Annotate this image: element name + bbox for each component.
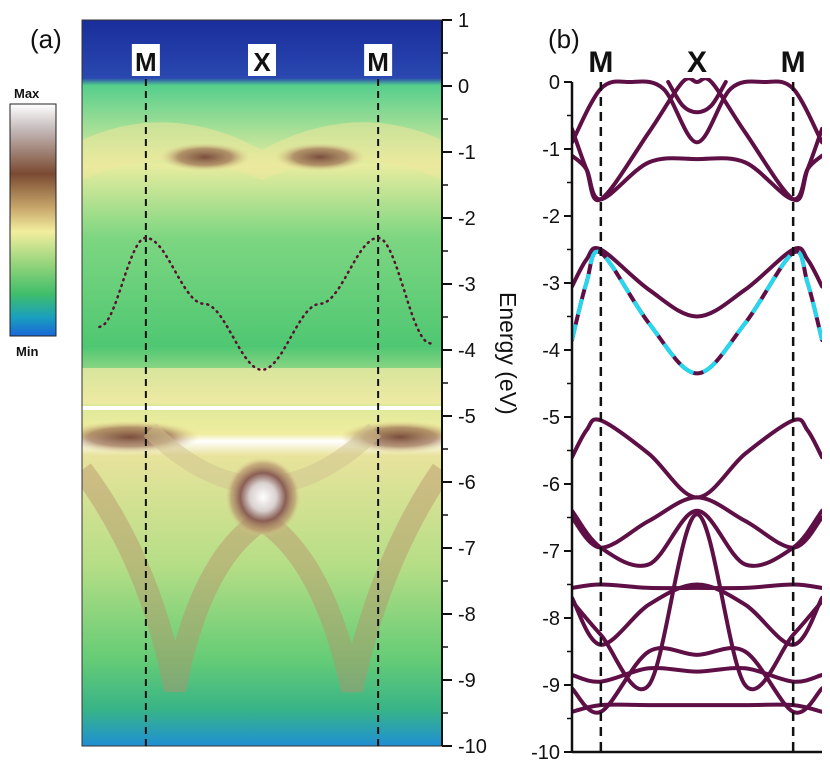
heatmap-feature-bright-spot bbox=[225, 457, 301, 537]
panel-b-ytick-label-4: -4 bbox=[542, 340, 560, 362]
colorbar-gradient bbox=[9, 103, 57, 337]
panel-a-ytick-label-0: 1 bbox=[458, 10, 469, 32]
panel-b-band-band-10 bbox=[572, 582, 822, 647]
panel-b-band-band-mid-lower bbox=[572, 249, 822, 376]
panel-a-ytick-label-7: -6 bbox=[458, 472, 476, 494]
panel-b-vertical-lines bbox=[599, 82, 795, 752]
colorbar: Max Min bbox=[9, 86, 57, 359]
panel-a-ytick-label-11: -10 bbox=[458, 736, 487, 758]
panel-b-ytick-label-5: -5 bbox=[542, 407, 560, 429]
panel-a-label: (a) bbox=[30, 24, 62, 54]
panel-b-band-band-top-c bbox=[572, 153, 822, 202]
panel-b-label: (b) bbox=[548, 24, 580, 54]
panel-a-ytick-label-3: -2 bbox=[458, 208, 476, 230]
panel-b-band-band-13 bbox=[572, 702, 822, 714]
panel-b-ytick-label-8: -8 bbox=[542, 608, 560, 630]
colorbar-max-label: Max bbox=[14, 86, 40, 101]
panel-b-ytick-label-1: -1 bbox=[542, 139, 560, 161]
panel-a-xtick-box-1 bbox=[248, 44, 276, 76]
panel-a-y-ticks: 1 0 -1 -2 -3 -4 -5 -6 -7 -8 -9 -10 bbox=[442, 10, 487, 758]
panel-a-xtick-box-2 bbox=[364, 44, 393, 76]
panel-a-ytick-label-6: -5 bbox=[458, 406, 476, 428]
panel-b-xtick-label-1: X bbox=[687, 46, 707, 79]
panel-a-xtick-label-2: M bbox=[367, 47, 389, 77]
heatmap-feature-yellow-band bbox=[82, 368, 442, 404]
panel-b-ytick-label-7: -7 bbox=[542, 541, 560, 563]
panel-b-band-band-mid-upper bbox=[572, 246, 822, 319]
panel-b-band-band-top-d bbox=[572, 79, 822, 145]
panel-a-dotted-band bbox=[98, 236, 432, 372]
panel-b-band-highlight-band-mid-lower bbox=[572, 249, 822, 376]
panel-a-xtick-label-0: M bbox=[135, 47, 157, 77]
panel-a-xtick-box-0 bbox=[131, 44, 160, 76]
heatmap-feature-brown-left bbox=[160, 143, 250, 171]
panel-a: (a) Max Min bbox=[9, 10, 521, 758]
panel-b-band-band-5 bbox=[572, 417, 822, 500]
panel-a-ytick-label-9: -8 bbox=[458, 604, 476, 626]
panel-b-bands bbox=[572, 78, 822, 715]
panel-b-band-band-9 bbox=[572, 512, 822, 692]
panel-b-ytick-label-3: -3 bbox=[542, 273, 560, 295]
heatmap-feature-upper-arcs bbox=[82, 122, 442, 180]
panel-b-band-band-12 bbox=[572, 665, 822, 684]
panel-a-xtick-label-1: X bbox=[253, 47, 271, 77]
panel-b-ytick-label-9: -9 bbox=[542, 675, 560, 697]
panel-a-ytick-label-1: 0 bbox=[458, 76, 469, 98]
panel-b-band-band-top-b bbox=[666, 80, 728, 115]
panel-a-ytick-label-8: -7 bbox=[458, 538, 476, 560]
panel-b-xtick-label-2: M bbox=[781, 46, 806, 79]
panel-b-xtick-label-0: M bbox=[588, 46, 613, 79]
panel-a-ytick-label-2: -1 bbox=[458, 142, 476, 164]
panel-b: (b) M X M 0 -1 -2 -3 -4 -5 -6 -7 -8 -9 -10 bbox=[531, 24, 822, 764]
panel-b-plot-area bbox=[572, 78, 822, 715]
heatmap-image bbox=[82, 20, 442, 746]
panel-b-band-band-top-a bbox=[572, 78, 822, 203]
panel-b-band-band-11 bbox=[572, 646, 822, 715]
panel-a-ytick-label-4: -3 bbox=[458, 274, 476, 296]
panel-a-ytick-label-10: -9 bbox=[458, 670, 476, 692]
panel-b-ytick-label-0: 0 bbox=[549, 72, 560, 94]
panel-b-ytick-label-2: -2 bbox=[542, 206, 560, 228]
panel-b-band-band-7 bbox=[572, 508, 822, 568]
colorbar-min-label: Min bbox=[16, 344, 38, 359]
axis-label-energy: Energy (eV) bbox=[495, 292, 521, 415]
panel-a-ytick-label-5: -4 bbox=[458, 340, 476, 362]
panel-b-y-ticks: 0 -1 -2 -3 -4 -5 -6 -7 -8 -9 -10 bbox=[531, 72, 572, 764]
panel-b-ytick-label-6: -6 bbox=[542, 474, 560, 496]
heatmap-feature-brown-right bbox=[275, 143, 365, 171]
panel-b-ytick-label-10: -10 bbox=[531, 742, 560, 764]
heatmap-separator bbox=[82, 406, 442, 410]
panel-b-band-band-6 bbox=[572, 495, 822, 550]
